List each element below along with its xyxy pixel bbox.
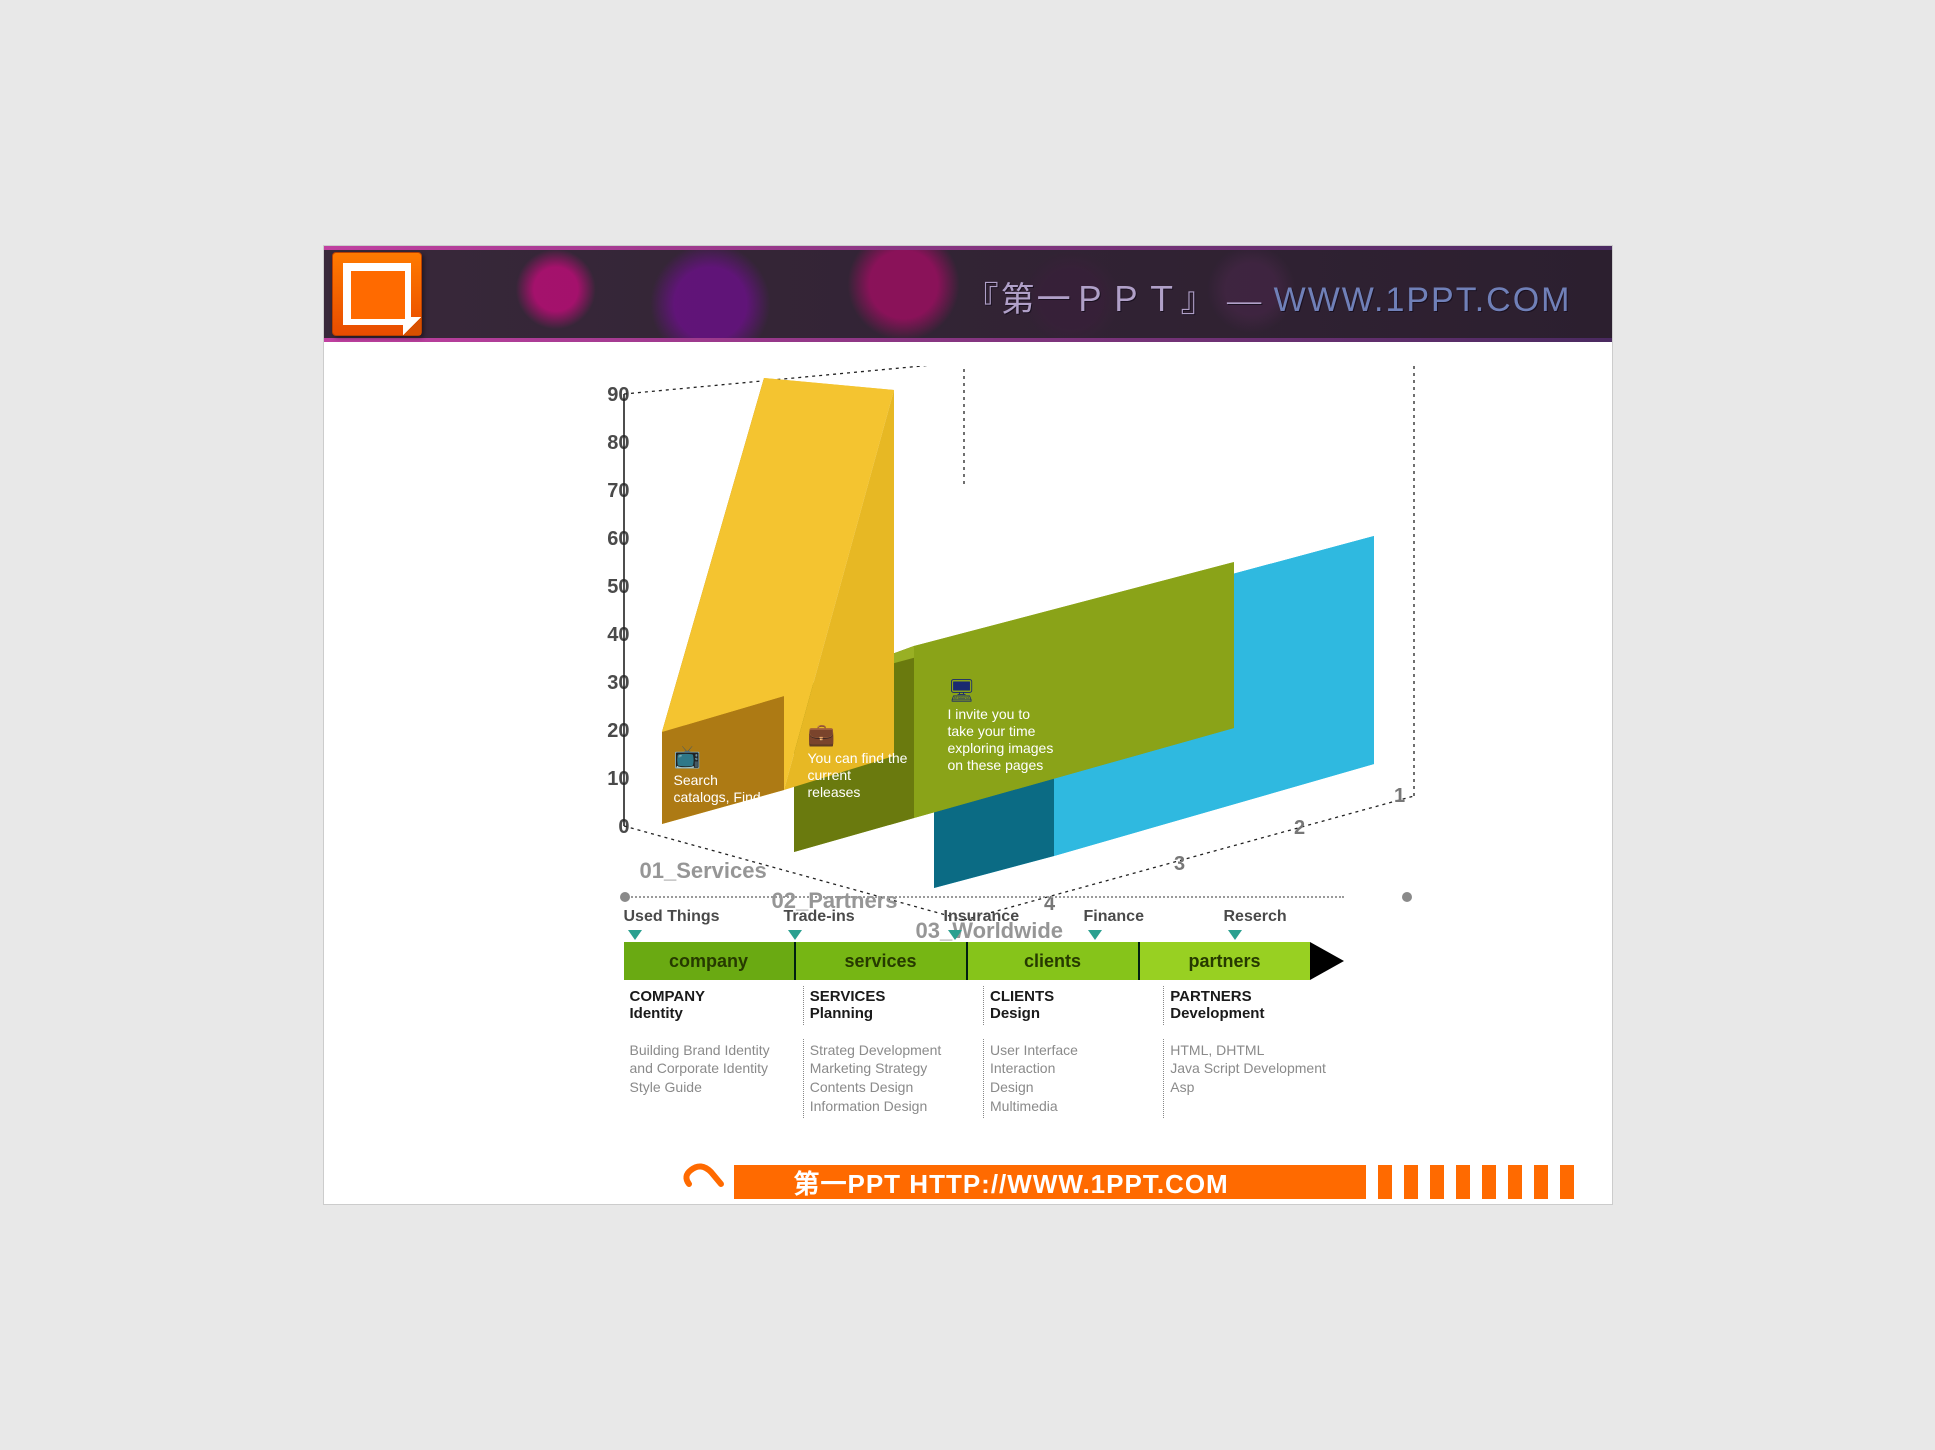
depth-2: 2: [1294, 817, 1305, 839]
bar-text-worldwide-label: I invite you to take your time exploring…: [948, 706, 1054, 772]
depth-3: 3: [1174, 853, 1185, 875]
heading-partners: PARTNERSDevelopment: [1164, 986, 1343, 1025]
timeline-bar-row: company services clients partners: [624, 942, 1344, 980]
footer-text: 第一PPT HTTP://WWW.1PPT.COM: [734, 1165, 1352, 1199]
chart-area: 0 10 20 30 40 50 60 70 80 90: [524, 366, 1444, 876]
briefcase-icon: 💼: [808, 722, 908, 748]
section-body: Building Brand Identity and Corporate Id…: [624, 1039, 1344, 1119]
tl-label-finance: Finance: [1084, 908, 1144, 926]
timeline-arrow-icon: [1310, 942, 1344, 980]
banner-title: 『第一ＰＰＴ』 — WWW.1PPT.COM: [965, 272, 1572, 321]
heading-company: COMPANYIdentity: [624, 986, 804, 1025]
marker-4: [1088, 930, 1102, 940]
chart-svg: 1 2 3 4: [594, 366, 1454, 926]
col-services: Strateg Development Marketing Strategy C…: [804, 1039, 984, 1119]
timeline-bar: company services clients partners: [624, 942, 1310, 980]
seg-clients: clients: [968, 942, 1140, 980]
depth-1: 1: [1394, 785, 1405, 807]
tl-label-used-things: Used Things: [624, 908, 720, 926]
section-headings: COMPANYIdentity SERVICESPlanning CLIENTS…: [624, 986, 1344, 1025]
header-banner: 『第一ＰＰＴ』 — WWW.1PPT.COM: [324, 246, 1612, 342]
cat-label-services: 01_Services: [640, 858, 767, 884]
slide-stage: 『第一ＰＰＴ』 — WWW.1PPT.COM 0 10 20 30 40 50 …: [323, 245, 1613, 1205]
footer-bar: 第一PPT HTTP://WWW.1PPT.COM: [324, 1160, 1612, 1204]
tl-label-reserch: Reserch: [1224, 908, 1287, 926]
tl-label-trade-ins: Trade-ins: [784, 908, 855, 926]
computer-icon: 🖥: [948, 678, 1058, 704]
marker-2: [788, 930, 802, 940]
bar-text-partners-label: You can find the current releases: [808, 750, 908, 800]
bar-text-worldwide: 🖥 I invite you to take your time explori…: [948, 678, 1058, 774]
heading-services: SERVICESPlanning: [804, 986, 984, 1025]
col-company: Building Brand Identity and Corporate Id…: [624, 1039, 804, 1119]
banner-url: WWW.1PPT.COM: [1274, 281, 1572, 319]
banner-border-top: [324, 246, 1612, 250]
col-clients: User Interface Interaction Design Multim…: [984, 1039, 1164, 1119]
page-frame: 『第一ＰＰＴ』 — WWW.1PPT.COM 0 10 20 30 40 50 …: [0, 0, 1935, 1450]
banner-border-bottom: [324, 338, 1612, 342]
footer-stripes: [1352, 1165, 1582, 1199]
marker-5: [1228, 930, 1242, 940]
timeline-section: Used Things Trade-ins Insurance Finance …: [624, 896, 1344, 1118]
seg-partners: partners: [1140, 942, 1310, 980]
tl-label-insurance: Insurance: [944, 908, 1020, 926]
tv-icon: 📺: [674, 744, 764, 770]
heading-clients: CLIENTSDesign: [984, 986, 1164, 1025]
bar-text-partners: 💼 You can find the current releases: [808, 722, 908, 801]
bar-text-services-label: Search catalogs, Find: [674, 772, 761, 805]
paperclip-icon: [674, 1160, 734, 1204]
marker-1: [628, 930, 642, 940]
timeline-top-labels: Used Things Trade-ins Insurance Finance …: [624, 908, 1344, 930]
marker-3: [948, 930, 962, 940]
powerpoint-logo-icon: [332, 252, 422, 336]
seg-services: services: [796, 942, 968, 980]
col-partners: HTML, DHTML Java Script Development Asp: [1164, 1039, 1343, 1119]
timeline-markers: [624, 930, 1344, 942]
bar-text-services: 📺 Search catalogs, Find: [674, 744, 764, 806]
banner-title-cn: 『第一ＰＰＴ』 —: [965, 282, 1274, 319]
timeline-dotted-line: [624, 896, 1344, 906]
seg-company: company: [624, 942, 796, 980]
